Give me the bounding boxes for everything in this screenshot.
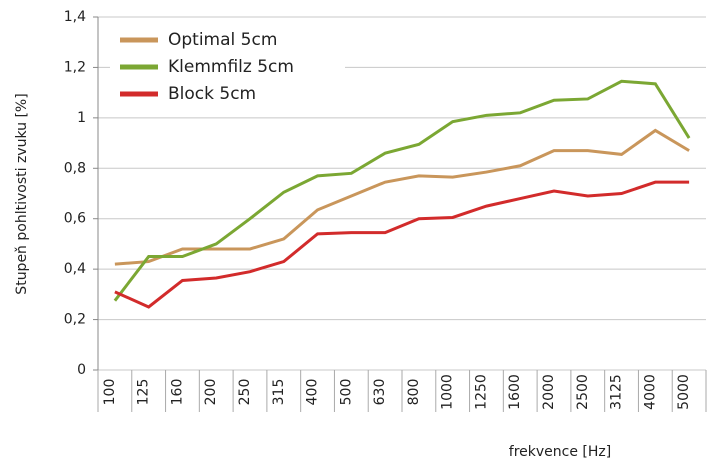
x-tick-label: 2500 — [575, 374, 591, 410]
y-tick-label: 1,2 — [64, 59, 86, 75]
y-tick-label: 0,2 — [64, 312, 86, 328]
x-tick-label: 4000 — [642, 374, 658, 410]
x-tick-label: 500 — [338, 379, 354, 406]
legend-label: Klemmfilz 5cm — [168, 57, 294, 77]
x-tick-label: 160 — [169, 379, 185, 406]
y-axis-label: Stupeň pohltivosti zvuku [%] — [14, 93, 30, 294]
x-tick-label: 630 — [372, 379, 388, 406]
legend-label: Optimal 5cm — [168, 30, 277, 50]
y-tick-label: 0,4 — [64, 261, 86, 277]
y-tick-label: 1,4 — [64, 9, 86, 25]
legend-label: Block 5cm — [168, 84, 256, 104]
x-tick-label: 1000 — [440, 374, 456, 410]
x-tick-label: 125 — [136, 379, 152, 406]
x-tick-label: 1600 — [507, 374, 523, 410]
x-tick-label: 250 — [237, 379, 253, 406]
x-tick-label: 3125 — [609, 374, 625, 410]
y-tick-label: 0,6 — [64, 211, 86, 227]
x-tick-label: 5000 — [676, 374, 692, 410]
x-tick-label: 315 — [271, 379, 287, 406]
x-tick-label: 400 — [305, 379, 321, 406]
series-line — [114, 128, 690, 266]
x-tick-label: 1250 — [473, 374, 489, 410]
series-line — [113, 79, 691, 302]
x-tick-label: 2000 — [541, 374, 557, 410]
y-tick-label: 0,8 — [64, 160, 86, 176]
x-tick-label: 100 — [102, 379, 118, 406]
series-line — [114, 180, 690, 309]
x-tick-label: 200 — [203, 379, 219, 406]
x-axis-label: frekvence [Hz] — [509, 444, 611, 460]
x-tick-label: 800 — [406, 379, 422, 406]
y-tick-label: 0 — [77, 362, 86, 378]
y-tick-label: 1 — [77, 110, 86, 126]
